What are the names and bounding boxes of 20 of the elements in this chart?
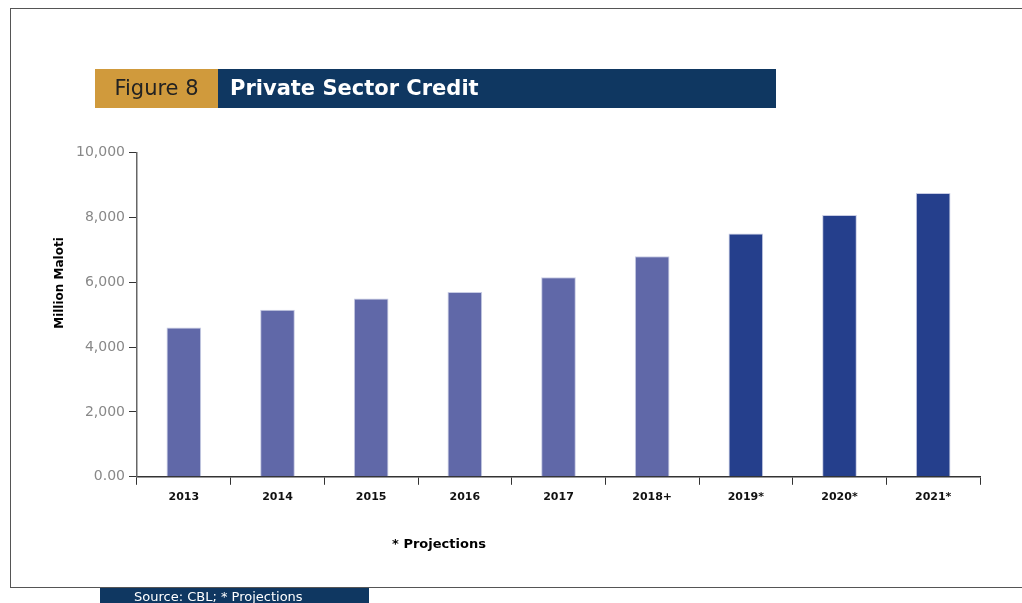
x-tick-label: 2015 (355, 490, 387, 504)
x-tick-label: 2016 (449, 490, 481, 504)
chart-title: Private Sector Credit (218, 69, 776, 108)
text: * Projections (392, 536, 486, 551)
y-tick-label: 6,000 (84, 272, 125, 289)
x-tick-label: 2018+ (632, 490, 673, 504)
x-tick-label: 2019* (727, 490, 765, 504)
y-tick-label: 8,000 (84, 207, 125, 224)
x-tick-label: 2017 (543, 490, 574, 504)
x-tick-label: 2020* (821, 490, 858, 504)
chart-subtitle: Figure 8 (95, 69, 218, 108)
y-axis-title: Million Maloti (52, 237, 66, 329)
source-note: Source: CBL; * Projections (100, 588, 369, 603)
y-tick-label: 2,000 (84, 402, 125, 419)
x-tick-label: 2021* (914, 490, 952, 504)
x-tick-label: 2013 (168, 490, 200, 504)
y-tick-label: 10,000 (76, 143, 125, 160)
x-tick-label: 2014 (262, 490, 294, 504)
y-tick-label: 4,000 (84, 337, 125, 354)
y-tick-label: 0.00 (93, 467, 125, 484)
